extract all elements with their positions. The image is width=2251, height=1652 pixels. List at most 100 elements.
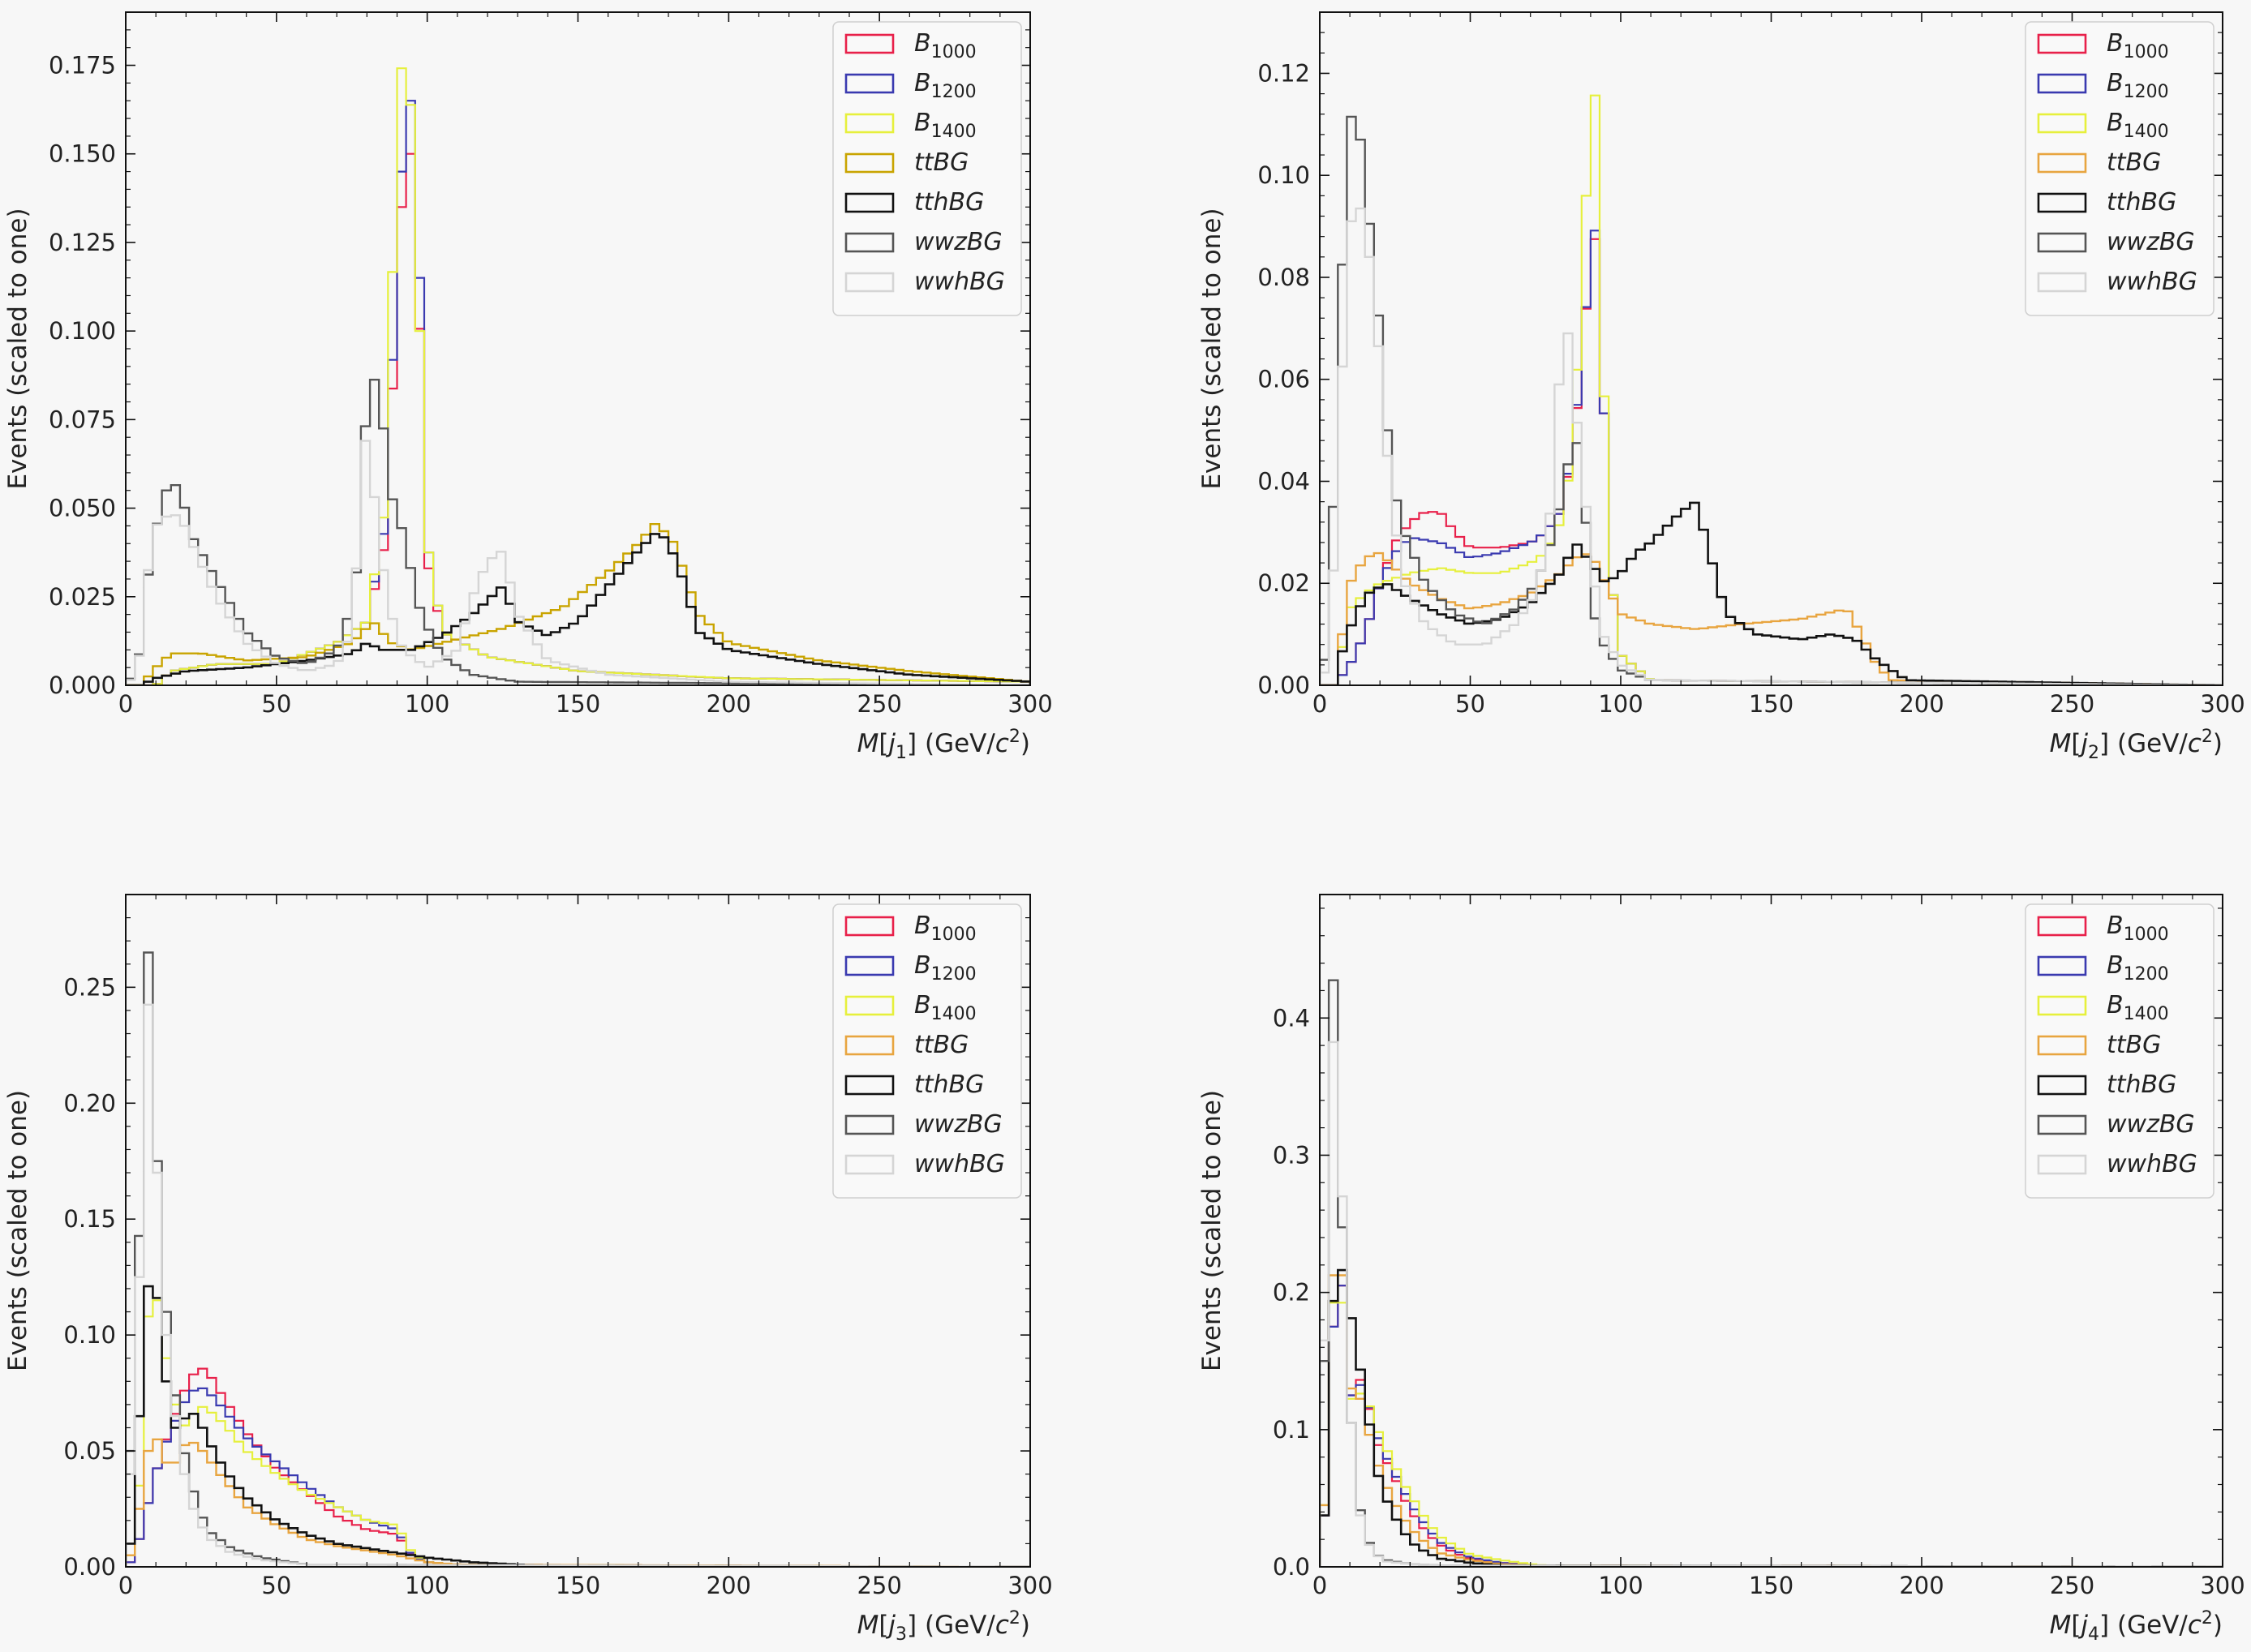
legend-label: wwhBG xyxy=(2107,1150,2197,1178)
x-tick-label: 300 xyxy=(1007,1572,1052,1599)
y-tick-label: 0.15 xyxy=(63,1205,116,1233)
legend-label: wwhBG xyxy=(2107,268,2197,296)
legend-swatch xyxy=(2037,152,2087,174)
x-tick-label: 250 xyxy=(2050,690,2094,718)
x-tick-label: 50 xyxy=(1455,690,1485,718)
legend-label: wwzBG xyxy=(914,228,1003,256)
y-tick-label: 0.10 xyxy=(63,1321,116,1349)
x-tick-label: 50 xyxy=(261,690,291,718)
series-tthBG-line xyxy=(126,1285,1030,1567)
legend-label: tthBG xyxy=(2107,1071,2176,1099)
y-tick-label: 0.1 xyxy=(1273,1416,1310,1444)
x-tick-label: 300 xyxy=(2200,1572,2245,1599)
legend-label: B1000 xyxy=(914,912,977,945)
y-tick-label: 0.175 xyxy=(49,52,116,79)
y-tick-label: 0.050 xyxy=(49,495,116,522)
y-axis-label: Events (scaled to one) xyxy=(1197,1090,1226,1371)
series-tthBG-line xyxy=(1320,501,2223,685)
y-tick-label: 0.10 xyxy=(1257,161,1310,189)
legend-label: B1400 xyxy=(2107,991,2169,1024)
legend-swatch xyxy=(2037,916,2087,937)
x-tick-label: 50 xyxy=(261,1572,291,1599)
x-tick-label: 200 xyxy=(707,690,751,718)
legend-label: B1200 xyxy=(914,69,977,102)
y-axis-label: Events (scaled to one) xyxy=(3,1090,32,1371)
legend-label: ttBG xyxy=(914,1031,969,1059)
subplot-3: 0 50 100 150 200 250 300 0.00 0.05 0.10 0.15 0.20 0.… xyxy=(3,894,1053,1645)
x-tick-label: 200 xyxy=(1899,690,1944,718)
legend: B1000 B1200 B1400 ttBG tthBG wwzBG wwhBG xyxy=(832,21,1022,316)
x-tick-label: 150 xyxy=(1749,690,1793,718)
legend-label: B1000 xyxy=(914,29,977,62)
series-group xyxy=(126,67,1030,685)
legend-swatch xyxy=(844,152,895,174)
legend-label: B1400 xyxy=(914,109,977,142)
y-tick-label: 0.00 xyxy=(1257,672,1310,699)
legend-label: wwhBG xyxy=(914,268,1005,296)
x-tick-label: 100 xyxy=(405,690,449,718)
legend-swatch xyxy=(2037,995,2087,1016)
legend: B1000 B1200 B1400 ttBG tthBG wwzBG wwhBG xyxy=(2025,21,2214,316)
legend-swatch xyxy=(844,955,895,976)
y-tick-label: 0.075 xyxy=(49,405,116,433)
x-tick-label: 100 xyxy=(405,1572,449,1599)
legend-box xyxy=(832,903,1022,1199)
legend-swatch xyxy=(2037,272,2087,293)
legend-label: wwhBG xyxy=(914,1150,1005,1178)
x-tick-label: 50 xyxy=(1455,1572,1485,1599)
series-wwhBG-line xyxy=(126,440,1030,685)
legend-swatch xyxy=(844,995,895,1016)
y-tick-label: 0.12 xyxy=(1257,59,1310,87)
y-tick-label: 0.25 xyxy=(63,973,116,1001)
legend-label: B1000 xyxy=(2107,912,2169,945)
x-tick-label: 250 xyxy=(857,1572,901,1599)
legend-label: ttBG xyxy=(2107,148,2161,177)
legend-swatch xyxy=(2037,232,2087,253)
legend-swatch xyxy=(844,232,895,253)
y-tick-label: 0.05 xyxy=(63,1437,116,1465)
legend-label: tthBG xyxy=(914,1071,984,1099)
legend-swatch xyxy=(2037,192,2087,213)
y-tick-label: 0.4 xyxy=(1273,1004,1310,1032)
subplot-4: 0 50 100 150 200 250 300 0.0 0.1 0.2 0.3 0.4 Events … xyxy=(1197,894,2245,1645)
y-tick-label: 0.06 xyxy=(1257,366,1310,393)
legend-label: B1200 xyxy=(2107,69,2169,102)
y-axis-label: Events (scaled to one) xyxy=(3,208,32,489)
legend-swatch xyxy=(2037,1114,2087,1135)
y-tick-label: 0.02 xyxy=(1257,569,1310,597)
legend: B1000 B1200 B1400 ttBG tthBG wwzBG wwhBG xyxy=(2025,903,2214,1199)
y-tick-label: 0.20 xyxy=(63,1089,116,1117)
y-tick-label: 0.04 xyxy=(1257,467,1310,495)
legend-swatch xyxy=(2037,1075,2087,1096)
legend-swatch xyxy=(2037,1154,2087,1175)
x-axis-label: M[j3] (GeV/c2) xyxy=(857,1608,1030,1645)
legend-label: B1400 xyxy=(914,991,977,1024)
x-tick-label: 250 xyxy=(2050,1572,2094,1599)
legend-swatch xyxy=(844,113,895,134)
legend-label: B1200 xyxy=(2107,951,2169,985)
y-tick-label: 0.3 xyxy=(1273,1141,1310,1169)
legend-swatch xyxy=(2037,955,2087,976)
legend-label: wwzBG xyxy=(914,1110,1003,1139)
x-tick-label: 0 xyxy=(1312,1572,1327,1599)
x-axis-label: M[j4] (GeV/c2) xyxy=(2050,1608,2223,1645)
x-tick-label: 150 xyxy=(556,1572,600,1599)
legend-label: wwzBG xyxy=(2107,1110,2195,1139)
x-tick-label: 150 xyxy=(556,690,600,718)
legend-label: ttBG xyxy=(2107,1031,2161,1059)
legend-swatch xyxy=(2037,73,2087,94)
y-tick-label: 0.000 xyxy=(49,672,116,699)
x-tick-label: 250 xyxy=(857,690,901,718)
legend-swatch xyxy=(844,1154,895,1175)
legend-label: B1000 xyxy=(2107,29,2169,62)
x-axis-label: M[j1] (GeV/c2) xyxy=(857,727,1030,763)
subplot-1: 0 50 100 150 200 250 300 0.000 0.025 0.050 0.075 0.… xyxy=(3,11,1053,763)
legend-swatch xyxy=(2037,113,2087,134)
x-tick-label: 100 xyxy=(1598,690,1643,718)
legend-label: B1200 xyxy=(914,951,977,985)
legend-label: tthBG xyxy=(2107,188,2176,217)
legend-swatch xyxy=(844,73,895,94)
x-tick-label: 100 xyxy=(1598,1572,1643,1599)
y-tick-label: 0.08 xyxy=(1257,264,1310,291)
y-tick-label: 0.0 xyxy=(1273,1553,1310,1581)
